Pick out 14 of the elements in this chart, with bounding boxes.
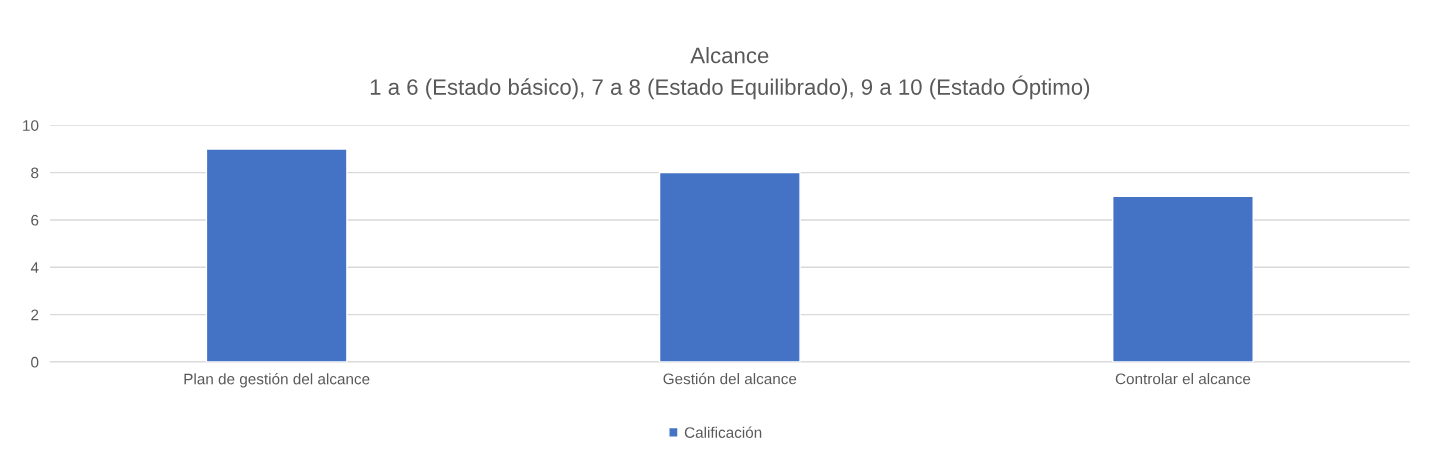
x-tick-label: Controlar el alcance (1115, 373, 1251, 385)
bar (205, 148, 348, 362)
y-tick-label: 8 (31, 167, 39, 179)
y-tick-label: 10 (23, 120, 39, 131)
chart-title: Alcance 1 a 6 (Estado básico), 7 a 8 (Estado Equilibrado), 9 a 10 (Estado Óptimo) (370, 47, 1090, 100)
x-tick-label: Plan de gestión del alcance (184, 373, 370, 388)
x-tick-label: Gestión del alcance (663, 372, 797, 385)
bar (658, 171, 801, 362)
legend-label: Calificación (684, 426, 762, 438)
y-tick-label: 0 (31, 356, 39, 368)
bar (1112, 195, 1254, 362)
y-tick-label: 2 (31, 309, 39, 321)
y-tick-label: 6 (31, 214, 39, 226)
y-tick-label: 4 (30, 262, 39, 273)
